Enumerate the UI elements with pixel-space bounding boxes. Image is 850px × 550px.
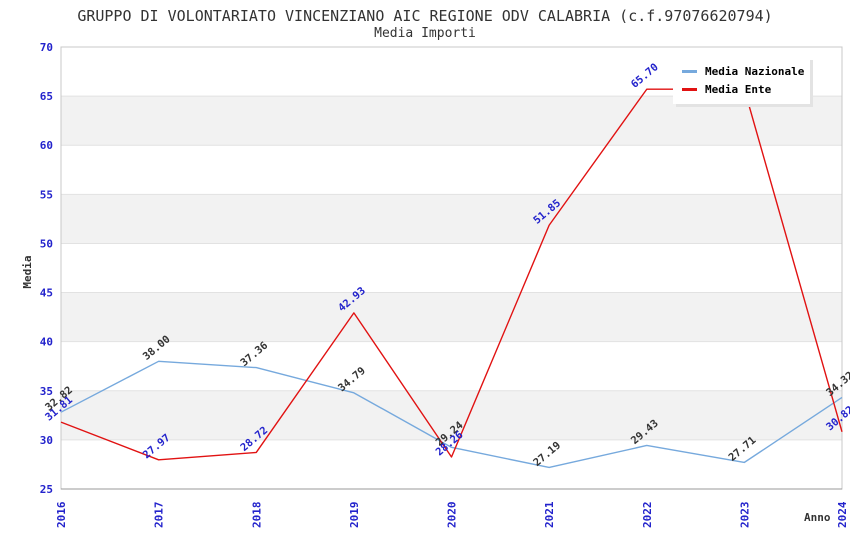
svg-text:40: 40 [40, 336, 53, 349]
svg-text:65: 65 [40, 90, 53, 103]
svg-text:60: 60 [40, 139, 53, 152]
svg-text:70: 70 [40, 41, 53, 54]
svg-text:2021: 2021 [543, 501, 556, 528]
svg-text:45: 45 [40, 287, 53, 300]
y-axis-title: Media [21, 255, 34, 289]
legend-label-media-nazionale: Media Nazionale [705, 64, 805, 78]
svg-text:2018: 2018 [250, 502, 263, 529]
legend-item-media-nazionale: Media Nazionale [682, 64, 805, 78]
legend: Media Nazionale Media Ente [673, 57, 810, 104]
svg-text:30: 30 [40, 434, 53, 447]
svg-text:25: 25 [40, 483, 53, 496]
svg-text:50: 50 [40, 237, 53, 250]
svg-text:2020: 2020 [446, 502, 459, 529]
y-tick-labels: 25 30 35 40 45 50 55 60 65 70 [40, 41, 53, 496]
legend-label-media-ente: Media Ente [705, 82, 772, 96]
svg-text:55: 55 [40, 188, 53, 201]
svg-text:2016: 2016 [55, 501, 68, 528]
svg-text:2017: 2017 [153, 502, 166, 529]
series-line-media-nazionale [60, 360, 843, 469]
svg-text:2019: 2019 [348, 502, 361, 529]
chart-title: GRUPPO DI VOLONTARIATO VINCENZIANO AIC R… [77, 7, 773, 25]
media-nazionale-line-swatch [682, 69, 697, 73]
media-ente-line-swatch [682, 87, 697, 91]
svg-text:35: 35 [40, 385, 53, 398]
svg-text:2023: 2023 [738, 502, 751, 529]
legend-item-media-ente: Media Ente [682, 82, 801, 96]
svg-text:2022: 2022 [641, 502, 654, 529]
svg-text:2024: 2024 [836, 501, 849, 528]
plot-background-bands [61, 47, 842, 489]
chart-subtitle: Media Importi [374, 26, 476, 41]
x-axis-title: Anno [804, 511, 831, 524]
x-tick-labels: 2016 2017 2018 2019 2020 2021 2022 2023 2024 [55, 501, 849, 528]
